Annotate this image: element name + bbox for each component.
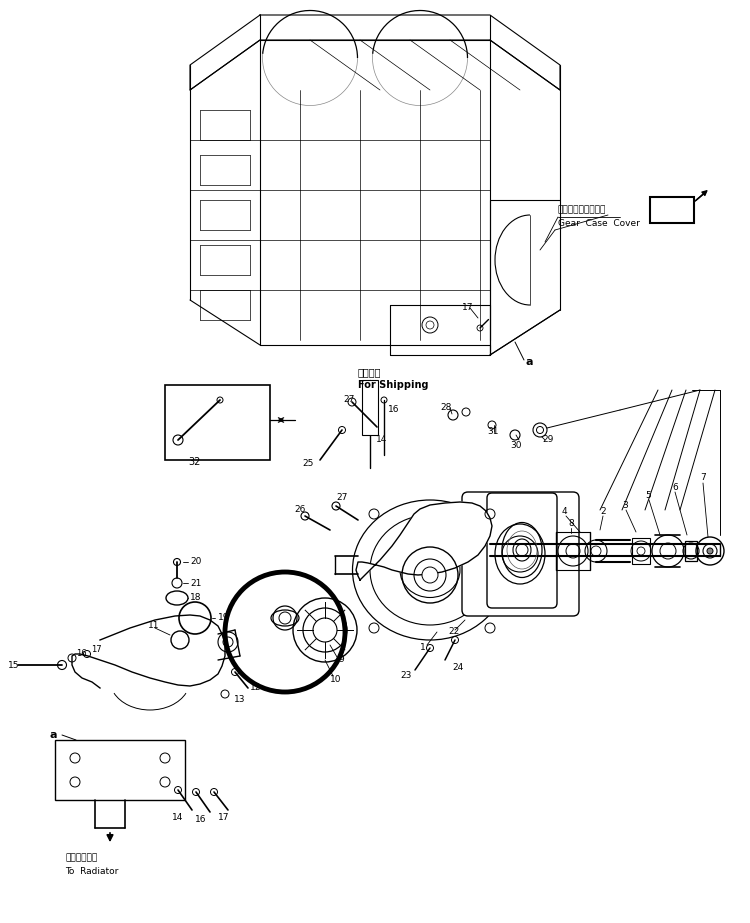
Text: 27: 27 [343, 395, 354, 404]
Text: 17: 17 [91, 645, 102, 654]
Text: FWD: FWD [654, 203, 690, 217]
Text: 31: 31 [487, 427, 499, 437]
Text: 7: 7 [700, 473, 706, 483]
Text: 26: 26 [294, 506, 305, 514]
Text: 30: 30 [510, 440, 521, 450]
Text: 8: 8 [568, 520, 574, 529]
Text: 12: 12 [250, 684, 261, 692]
Text: 11: 11 [148, 620, 160, 629]
Text: a: a [50, 730, 58, 740]
Text: 14: 14 [376, 436, 387, 445]
Text: 9: 9 [338, 655, 344, 665]
Text: ギヤーケースカバー: ギヤーケースカバー [558, 206, 606, 214]
Text: 28: 28 [440, 403, 452, 413]
Ellipse shape [166, 591, 188, 605]
Text: 16: 16 [388, 405, 400, 414]
Text: 18: 18 [190, 593, 202, 603]
FancyBboxPatch shape [462, 492, 579, 616]
Text: 20: 20 [190, 557, 201, 567]
Text: 3: 3 [622, 500, 628, 509]
Text: 32: 32 [188, 457, 200, 467]
Text: ラジエータへ: ラジエータへ [65, 854, 98, 862]
FancyBboxPatch shape [487, 493, 557, 608]
Text: To  Radiator: To Radiator [65, 868, 118, 877]
Text: 23: 23 [400, 672, 411, 680]
Bar [685, 541, 697, 561]
Polygon shape [72, 615, 225, 688]
Text: 13: 13 [234, 696, 245, 704]
Polygon shape [55, 740, 185, 800]
Text: 27: 27 [336, 494, 347, 502]
Text: 19: 19 [218, 614, 229, 622]
Text: 17: 17 [462, 304, 473, 313]
Text: 24: 24 [452, 664, 464, 673]
Text: 21: 21 [190, 579, 201, 588]
Text: 15: 15 [8, 661, 20, 669]
Text: 運携部品: 運携部品 [358, 367, 382, 377]
Polygon shape [356, 502, 492, 580]
Text: 17: 17 [218, 813, 229, 822]
Bar [362, 380, 378, 435]
Text: 5: 5 [645, 492, 651, 500]
Circle shape [422, 567, 438, 583]
Text: 22: 22 [448, 628, 459, 637]
Text: 16: 16 [76, 649, 86, 657]
Text: 2: 2 [600, 508, 606, 517]
Text: 6: 6 [672, 484, 678, 493]
Text: 10: 10 [330, 676, 341, 685]
Text: a: a [526, 357, 533, 367]
Text: 25: 25 [302, 459, 313, 468]
Bar [165, 385, 270, 460]
Text: 1: 1 [420, 643, 426, 653]
Polygon shape [650, 197, 694, 223]
Text: 29: 29 [542, 436, 554, 445]
Text: 4: 4 [562, 508, 568, 517]
Text: Gear  Case  Cover: Gear Case Cover [558, 220, 640, 229]
Text: 14: 14 [172, 813, 183, 822]
Bar [632, 538, 650, 564]
Text: 16: 16 [195, 816, 206, 824]
Circle shape [707, 548, 713, 554]
Text: For Shipping: For Shipping [358, 380, 428, 390]
